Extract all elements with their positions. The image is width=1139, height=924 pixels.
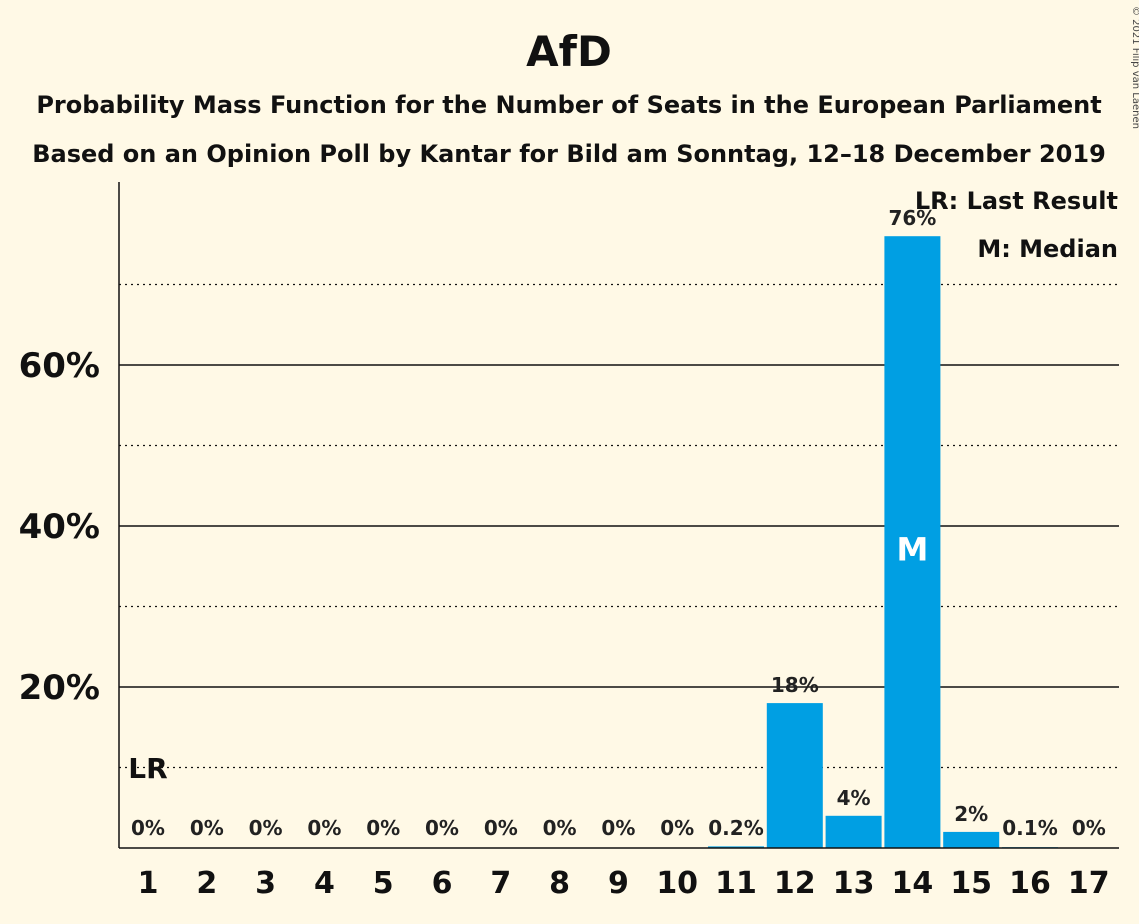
copyright-notice: © 2021 Filip van Laenen bbox=[1130, 6, 1139, 129]
bar bbox=[884, 236, 941, 848]
x-tick-label: 17 bbox=[1068, 866, 1110, 901]
legend-median: M: Median bbox=[977, 235, 1118, 263]
data-label: 0% bbox=[601, 816, 635, 840]
data-label: 4% bbox=[837, 786, 871, 810]
x-tick-label: 14 bbox=[892, 866, 934, 901]
x-tick-label: 1 bbox=[138, 866, 159, 901]
data-label: 18% bbox=[771, 673, 819, 697]
chart-subtitle: Probability Mass Function for the Number… bbox=[36, 91, 1101, 119]
x-tick-label: 4 bbox=[314, 866, 335, 901]
bar bbox=[825, 815, 882, 848]
x-tick-label: 5 bbox=[373, 866, 394, 901]
y-tick-label: 40% bbox=[19, 507, 100, 547]
data-label: 0% bbox=[249, 816, 283, 840]
x-tick-label: 10 bbox=[656, 866, 698, 901]
chart-title: AfD bbox=[526, 27, 612, 76]
data-label: 0% bbox=[543, 816, 577, 840]
x-tick-label: 6 bbox=[432, 866, 453, 901]
data-label: 0.2% bbox=[708, 816, 763, 840]
x-tick-label: 7 bbox=[490, 866, 511, 901]
data-label: 0% bbox=[190, 816, 224, 840]
data-label: 0% bbox=[425, 816, 459, 840]
x-tick-label: 8 bbox=[549, 866, 570, 901]
data-label: 0% bbox=[660, 816, 694, 840]
data-label: 0% bbox=[484, 816, 518, 840]
data-label: 0% bbox=[307, 816, 341, 840]
y-tick-label: 20% bbox=[19, 668, 100, 708]
data-label: 0% bbox=[366, 816, 400, 840]
x-tick-label: 11 bbox=[715, 866, 757, 901]
bar bbox=[943, 831, 1000, 848]
y-tick-label: 60% bbox=[19, 346, 100, 386]
x-tick-label: 2 bbox=[196, 866, 217, 901]
legend-last-result: LR: Last Result bbox=[915, 187, 1118, 215]
x-tick-label: 3 bbox=[255, 866, 276, 901]
bar bbox=[766, 703, 823, 848]
x-tick-label: 15 bbox=[950, 866, 992, 901]
data-label: 0.1% bbox=[1002, 816, 1057, 840]
data-label: 0% bbox=[1072, 816, 1106, 840]
x-axis-ticks: 1 2 3 4 5 6 7 8 9 10 11 12 13 14 15 16 17 bbox=[138, 866, 1110, 901]
data-label: 76% bbox=[888, 206, 936, 230]
last-result-marker: LR bbox=[128, 752, 167, 785]
data-label: 2% bbox=[954, 802, 988, 826]
y-axis-ticks: 20% 40% 60% bbox=[19, 346, 100, 708]
x-tick-label: 16 bbox=[1009, 866, 1051, 901]
x-tick-label: 13 bbox=[833, 866, 875, 901]
bar bbox=[708, 846, 764, 848]
chart-subtitle-poll: Based on an Opinion Poll by Kantar for B… bbox=[32, 140, 1106, 168]
x-tick-label: 9 bbox=[608, 866, 629, 901]
data-label: 0% bbox=[131, 816, 165, 840]
median-marker: M bbox=[896, 530, 928, 568]
data-labels: 0% LR 0% 0% 0% 0% 0% 0% 0% 0% 0% 0.2% 18% 4% 76% M 2% 0.1… bbox=[128, 206, 1105, 840]
gridlines bbox=[119, 283, 1119, 769]
x-tick-label: 12 bbox=[774, 866, 816, 901]
bars bbox=[708, 236, 1058, 848]
